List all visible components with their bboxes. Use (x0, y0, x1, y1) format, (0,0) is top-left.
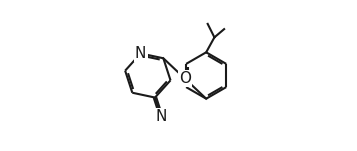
Text: N: N (135, 46, 146, 61)
Text: O: O (179, 71, 191, 86)
Text: N: N (155, 109, 167, 124)
